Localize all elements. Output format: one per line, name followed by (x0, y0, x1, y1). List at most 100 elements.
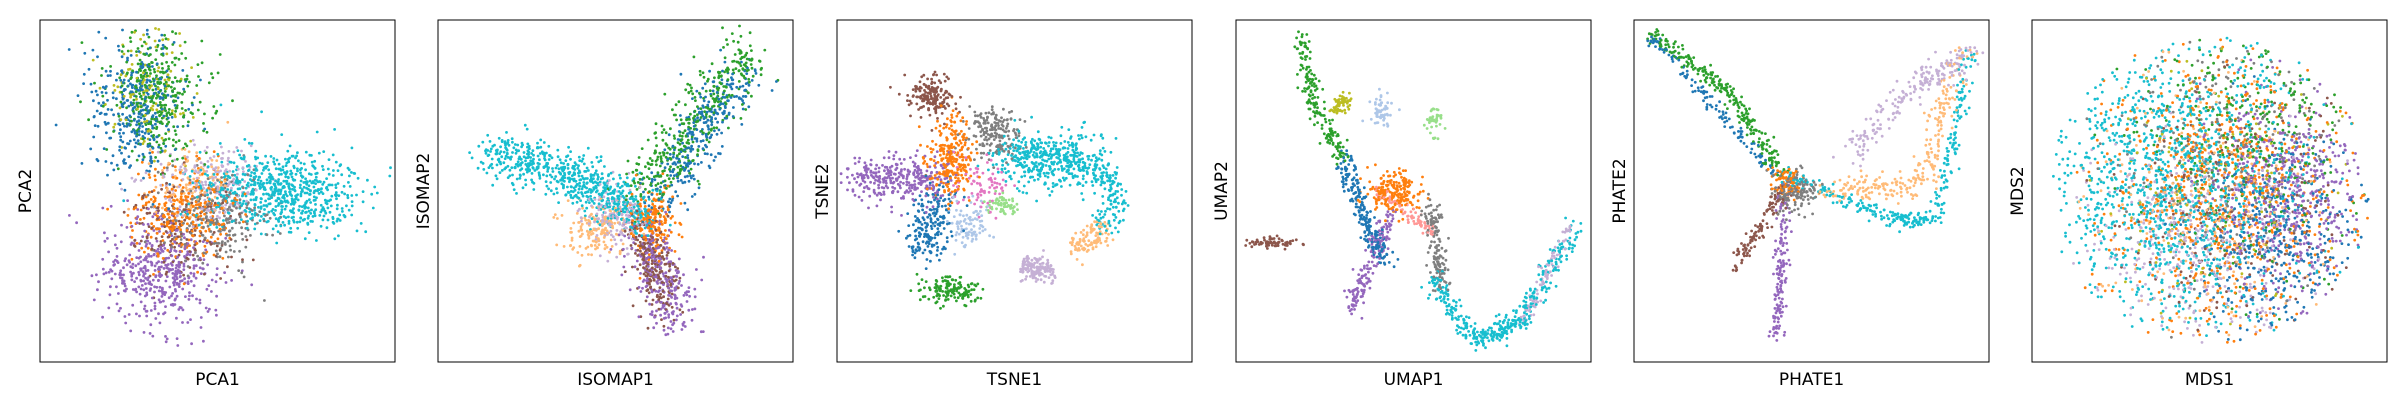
scatter-point (201, 172, 204, 176)
scatter-point (154, 178, 157, 182)
scatter-point (690, 135, 694, 139)
scatter-point (281, 165, 285, 169)
scatter-point (175, 214, 179, 218)
scatter-point (661, 138, 665, 142)
scatter-point (162, 220, 166, 224)
scatter-point (124, 74, 128, 78)
scatter-point (641, 286, 644, 290)
scatter-point (313, 178, 317, 182)
scatter-point (677, 257, 681, 261)
scatter-point (336, 217, 340, 221)
scatter-point (296, 193, 299, 197)
scatter-point (181, 214, 185, 218)
scatter-point (159, 162, 163, 166)
scatter-point (634, 242, 637, 246)
scatter-point (181, 111, 185, 115)
scatter-point (570, 230, 573, 234)
scatter-point (715, 132, 719, 136)
scatter-point (249, 198, 253, 202)
scatter-point (608, 192, 612, 196)
scatter-point (667, 293, 670, 297)
scatter-point (186, 176, 190, 180)
scatter-point (713, 108, 717, 112)
scatter-point (173, 158, 177, 162)
scatter-point (130, 73, 133, 77)
scatter-point (745, 72, 749, 75)
scatter-point (651, 270, 655, 274)
scatter-point (197, 75, 200, 78)
scatter-point (569, 196, 573, 199)
scatter-point (633, 265, 637, 269)
scatter-point (497, 136, 501, 140)
scatter-point (580, 187, 584, 191)
scatter-point (135, 158, 139, 162)
scatter-point (693, 109, 697, 113)
scatter-point (90, 90, 94, 94)
scatter-point (604, 243, 607, 247)
scatter-point (637, 156, 641, 159)
scatter-point (167, 207, 171, 211)
scatter-point (184, 198, 188, 202)
scatter-point (315, 130, 319, 134)
scatter-point (227, 156, 230, 160)
scatter-point (691, 147, 695, 151)
scatter-point (158, 39, 161, 43)
scatter-point (162, 244, 166, 247)
scatter-point (186, 212, 190, 216)
scatter-point (278, 232, 282, 235)
scatter-point (183, 243, 187, 246)
scatter-point (181, 186, 185, 189)
scatter-point (538, 176, 542, 180)
scatter-point (155, 232, 159, 235)
scatter-point (254, 167, 258, 171)
scatter-point (590, 161, 594, 164)
scatter-point (172, 185, 176, 189)
scatter-point (262, 181, 266, 185)
scatter-point (153, 264, 157, 268)
scatter-point (282, 215, 286, 218)
scatter-point (155, 127, 158, 130)
scatter-point (177, 308, 181, 311)
scatter-point (317, 192, 321, 195)
scatter-point (134, 287, 138, 291)
scatter-point (181, 178, 185, 181)
scatter-point (254, 198, 258, 202)
scatter-point (259, 186, 263, 189)
scatter-point (666, 297, 670, 301)
scatter-point (271, 227, 275, 231)
scatter-point (163, 204, 167, 208)
scatter-point (210, 207, 213, 211)
scatter-point (582, 162, 586, 166)
scatter-point (287, 157, 290, 161)
scatter-point (585, 182, 589, 185)
scatter-point (754, 72, 758, 75)
scatter-point (287, 182, 291, 186)
scatter-point (158, 272, 162, 275)
scatter-point (669, 289, 672, 293)
scatter-point (138, 58, 142, 62)
scatter-point (673, 250, 677, 253)
scatter-point (653, 257, 657, 261)
scatter-point (157, 134, 161, 137)
scatter-point (244, 160, 247, 163)
scatter-point (152, 273, 155, 276)
scatter-point (110, 277, 114, 281)
scatter-point (208, 307, 211, 311)
scatter-point (639, 198, 643, 202)
scatter-point (182, 264, 186, 268)
scatter-point (721, 95, 725, 99)
scatter-point (156, 170, 160, 174)
scatter-point (163, 78, 167, 82)
scatter-point (147, 200, 151, 204)
scatter-point (175, 283, 179, 286)
scatter-point (689, 89, 693, 93)
scatter-point (215, 313, 218, 317)
scatter-point (228, 191, 232, 194)
scatter-point (164, 80, 168, 84)
scatter-point (571, 190, 575, 194)
scatter-point (188, 175, 192, 178)
scatter-point (126, 199, 129, 203)
scatter-point (130, 278, 134, 282)
scatter-point (710, 110, 713, 114)
scatter-point (577, 155, 581, 159)
